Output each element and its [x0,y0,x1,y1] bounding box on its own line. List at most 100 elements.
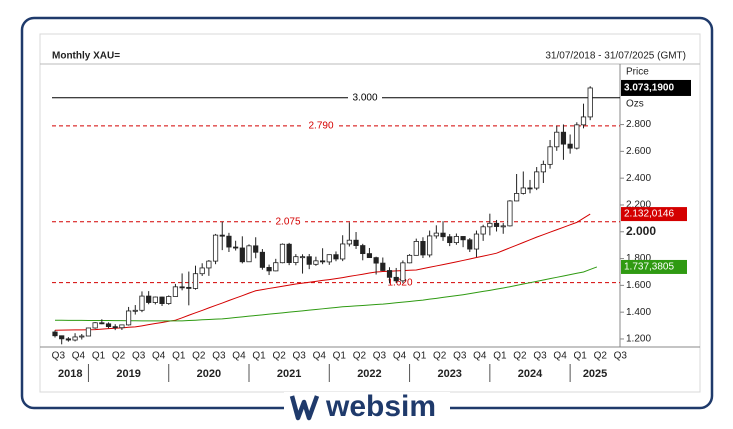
candle-body [326,254,332,263]
candle-body [279,243,286,264]
x-tick-label: Q3 [293,351,307,362]
y-tick-label: 2.600 [626,146,651,157]
price-label: 3.073,1900 [624,83,674,94]
candle-body [233,246,239,249]
x-tick-label: Q3 [373,351,387,362]
x-tick-label: Q2 [272,351,286,362]
y-tick-label: 2.200 [626,200,651,211]
candle-body [400,262,406,282]
candle-body [487,222,493,228]
date-range: 31/07/2018 - 31/07/2025 (GMT) [545,51,686,62]
x-tick-label: Q3 [453,351,467,362]
year-label: 2023 [437,368,461,380]
candle-body [366,253,373,259]
candle-body [293,256,299,263]
candle-body [166,296,172,304]
candle-body [119,324,125,329]
candle-body [386,270,393,278]
candle-body [440,232,446,238]
year-label: 2019 [116,368,140,380]
candle-body [266,267,272,272]
candle-body [393,276,399,282]
x-tick-label: Q2 [594,351,608,362]
candle-body [453,236,460,244]
candle-body [460,236,466,241]
candle-body [179,286,185,289]
x-tick-label: Q2 [513,351,527,362]
x-tick-label: Q2 [433,351,447,362]
candle-body [554,131,560,148]
candle-body [467,239,473,250]
candle-body [146,295,152,303]
moving-average [55,266,598,322]
year-label: 2021 [277,368,301,380]
y-tick-label: 1.600 [626,280,651,291]
x-tick-label: Q4 [313,351,327,362]
candle-body [406,254,413,264]
x-tick-label: Q1 [573,351,587,362]
candle-body [413,241,419,256]
candle-body [447,236,453,244]
candle-body [132,309,138,312]
candle-body [92,322,98,329]
candle-body [360,245,366,255]
x-tick-label: Q4 [473,351,487,362]
x-tick-label: Q1 [333,351,347,362]
candle-body [480,226,486,235]
candle-body [433,232,439,237]
y-tick-label: 2.000 [626,224,656,238]
candle-body [239,247,245,263]
candle-body [52,331,58,337]
y-tick-label: 2.800 [626,119,651,130]
y-tick-label: 1.800 [626,253,651,264]
frame [20,16,714,410]
x-tick-label: Q4 [152,351,166,362]
x-tick-label: Q3 [533,351,547,362]
candle-body [246,245,252,263]
candle-body [226,235,232,248]
ma-label: 1.737,3805 [624,262,674,273]
candle-body [346,239,352,245]
x-tick-label: Q1 [92,351,106,362]
candle-body [540,163,546,173]
x-tick-label: Q4 [553,351,567,362]
level-label-bg [383,276,417,289]
candle-body [125,310,132,326]
year-label: 2024 [518,368,543,380]
candle-body [212,234,219,262]
candle-body [105,323,112,328]
level-label: 2.075 [275,216,300,227]
ma-label-bg [621,207,687,222]
x-tick-label: Q3 [614,351,628,362]
candle-body [514,193,520,202]
candle-body [159,296,165,304]
candle-body [313,260,319,265]
candle-body [152,296,158,303]
y-tick-label: 2.400 [626,173,651,184]
candle-body [219,234,225,237]
x-tick-label: Q3 [132,351,146,362]
candle-body [500,225,506,228]
candle-body [507,200,513,227]
ma-label-bg [621,259,687,274]
candle-body [420,241,426,256]
candle-body [253,245,259,253]
candle-body [567,143,573,149]
candle-body [299,256,306,259]
candle-body [427,235,433,256]
x-tick-label: Q1 [252,351,266,362]
candle-body [527,187,533,190]
candle-body [79,335,85,338]
candle-body [333,254,339,260]
x-tick-label: Q2 [112,351,126,362]
level-label: 3.000 [352,92,377,103]
price-label-bg [621,79,691,96]
candle-body [72,336,78,341]
x-tick-label: Q4 [232,351,246,362]
candle-body [380,262,386,271]
year-label: 2022 [357,368,381,380]
x-tick-label: Q1 [493,351,507,362]
candle-body [273,262,279,272]
logo-text: websim [325,390,436,423]
